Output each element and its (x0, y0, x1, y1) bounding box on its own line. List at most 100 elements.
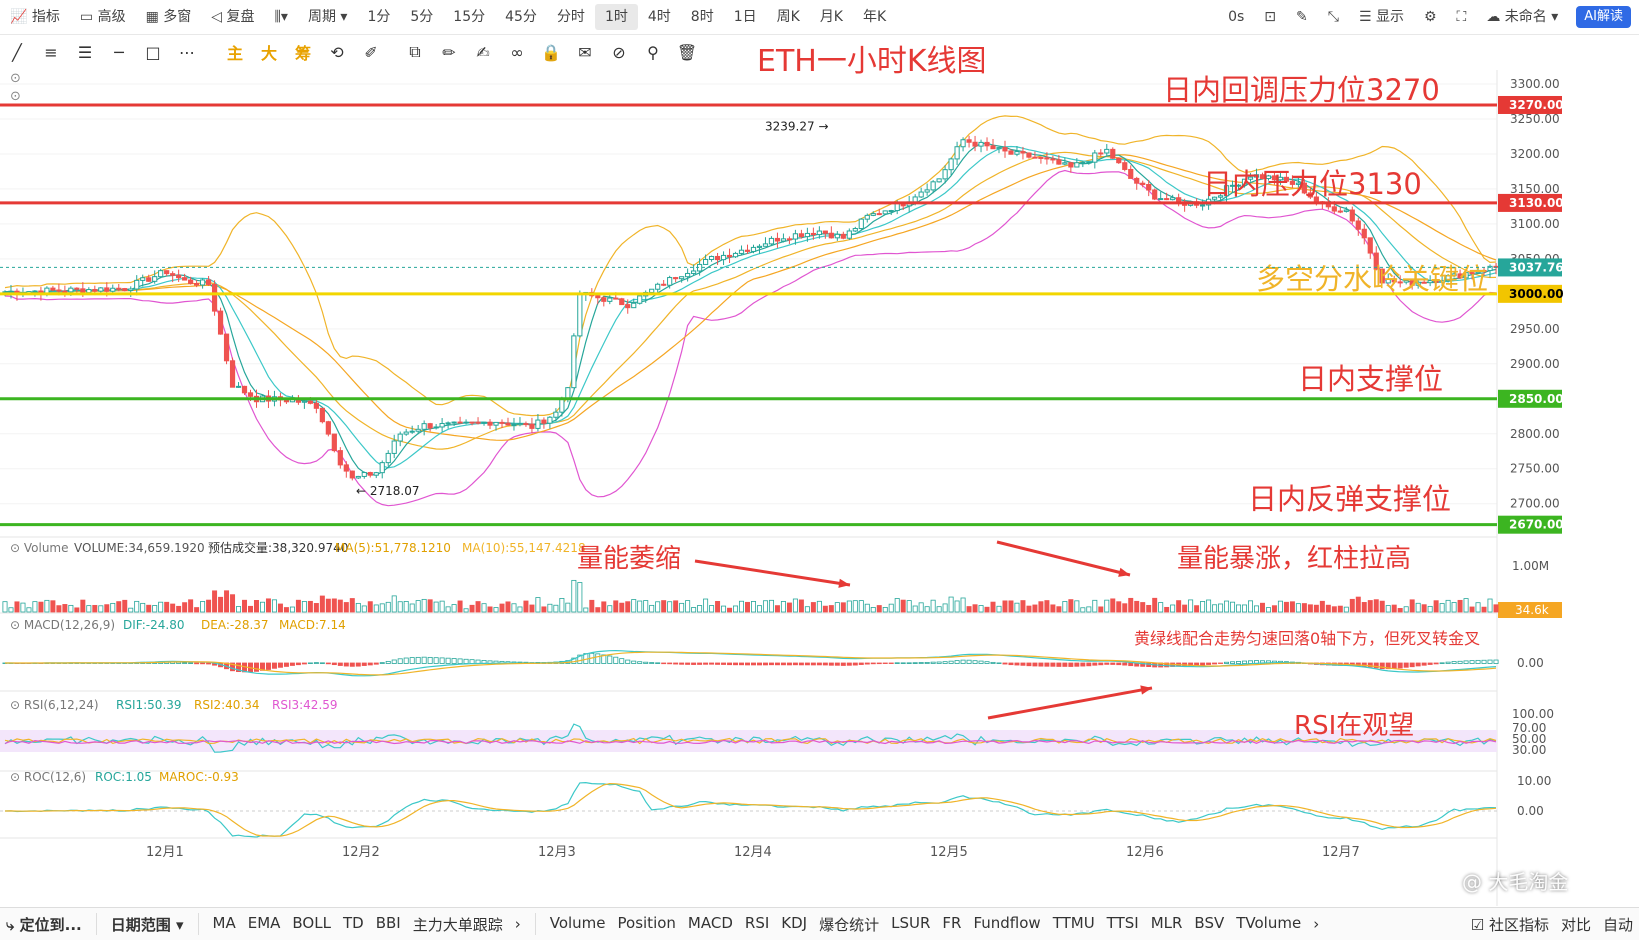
period-tab[interactable]: 15分 (453, 9, 486, 25)
chevron-right-icon[interactable]: › (514, 915, 521, 933)
indicator-tab[interactable]: 爆仓统计 (819, 915, 880, 934)
indicator-tab[interactable]: FR (942, 913, 962, 932)
period-tab[interactable]: 年K (863, 9, 887, 25)
indicator-tab[interactable]: EMA (247, 913, 281, 932)
brush-icon[interactable]: ✐ (364, 42, 378, 62)
indicators-button[interactable]: 📈 指标 (10, 9, 60, 25)
indicator-tab[interactable]: KDJ (781, 913, 808, 932)
macd-bar (301, 662, 307, 665)
macd-bar (367, 662, 373, 666)
period-tab[interactable]: 4时 (647, 9, 671, 25)
sync-icon[interactable]: ⟲ (330, 42, 344, 62)
ai-button[interactable]: AI解读 (1576, 6, 1631, 28)
expand-icon[interactable]: ⛶ (1456, 9, 1467, 25)
indicator-tab[interactable]: BBI (375, 913, 401, 932)
macd-bar (631, 660, 637, 664)
camera-icon[interactable]: ⊡ (1264, 9, 1276, 25)
pen-icon[interactable]: ✎ (1296, 9, 1308, 25)
indicator-tab[interactable]: Position (617, 913, 676, 932)
indicator-tab[interactable]: 主力大单跟踪 (412, 915, 503, 934)
volume-bar (2, 601, 8, 613)
period-tab[interactable]: 8时 (690, 9, 714, 25)
indicator-tab[interactable]: BSV (1194, 913, 1225, 932)
volume-bar (301, 601, 307, 613)
volume-bar (918, 602, 924, 613)
chip-tag[interactable]: 筹 (294, 44, 311, 63)
volume-bar (1224, 600, 1230, 613)
indicator-tab[interactable]: LSUR (891, 913, 931, 932)
macd-bar (792, 662, 798, 666)
volume-bar (601, 601, 607, 613)
trash-icon[interactable]: 🗑 (676, 42, 698, 62)
macd-bar (331, 662, 337, 666)
filter-icon[interactable]: ⚲ (647, 42, 659, 62)
compare-button[interactable]: 对比 (1560, 915, 1591, 934)
period-tabs: 1分 5分 15分 45分 分时 1时 4时 8时 1日 周K 月K 年K (357, 4, 896, 30)
period-tab[interactable]: 5分 (410, 9, 434, 25)
indicator-tab[interactable]: TD (342, 913, 364, 932)
indicator-tab[interactable]: MLR (1150, 913, 1183, 932)
big-tag[interactable]: 大 (260, 44, 277, 63)
chevron-right-icon[interactable]: › (1313, 915, 1320, 933)
indicator-tab[interactable]: TTSI (1106, 913, 1139, 932)
line-tool-icon[interactable]: ╱ (12, 42, 22, 62)
macd-bar (691, 662, 697, 665)
display-button[interactable]: ☰ 显示 (1358, 9, 1404, 25)
period-tab[interactable]: 45分 (505, 9, 537, 25)
period-tab[interactable]: 月K (819, 9, 843, 25)
y-tick-label: 3300.00 (1510, 77, 1560, 91)
indicator-tab[interactable]: Fundflow (973, 913, 1041, 932)
chart-style-button[interactable]: ⫼▾ (274, 9, 288, 25)
settings-icon[interactable]: ⚙ (1423, 9, 1437, 25)
indicator-tab[interactable]: MA (212, 913, 236, 932)
layout-name-dropdown[interactable]: ☁ 未命名 ▾ (1486, 9, 1559, 25)
volume-bar (457, 600, 463, 613)
macd-bar (379, 662, 385, 664)
candle-body (1295, 182, 1301, 185)
indicator-tab[interactable]: RSI (744, 913, 770, 932)
hline-tool-icon[interactable]: ─ (114, 42, 124, 62)
macd-bar (277, 662, 283, 668)
rect-tool-icon[interactable]: □ (145, 42, 161, 62)
period-tab[interactable]: 1日 (733, 9, 757, 25)
main-tag[interactable]: 主 (226, 44, 243, 63)
macd-bar (637, 661, 643, 664)
advanced-button[interactable]: ▭ 高级 (79, 9, 126, 25)
indicator-tab[interactable]: TTMU (1052, 913, 1095, 932)
period-tab[interactable]: 1分 (367, 9, 391, 25)
multi-window-button[interactable]: ▦ 多窗 (145, 9, 192, 25)
fib-tool-icon[interactable]: ☰ (77, 42, 93, 62)
indicator-tab[interactable]: BOLL (292, 913, 331, 932)
indicator-tab[interactable]: MACD (687, 913, 733, 932)
period-tab[interactable]: 1时 (594, 4, 638, 30)
parallel-tool-icon[interactable]: ≡ (44, 42, 58, 62)
candle-body (403, 431, 409, 435)
indicator-tab[interactable]: TVolume (1236, 913, 1302, 932)
copy-icon[interactable]: ⧉ (409, 42, 421, 61)
indicator-tab[interactable]: Volume (549, 913, 606, 932)
note-icon[interactable]: ✉ (578, 42, 592, 62)
period-tab[interactable]: 分时 (556, 9, 585, 25)
auto-button[interactable]: 自动 (1602, 915, 1633, 934)
candle-body (595, 295, 601, 299)
macd-bar (1415, 662, 1421, 667)
lock-icon[interactable]: 🔒 (541, 42, 561, 62)
locate-button[interactable]: ⤷ 定位到... (6, 915, 82, 934)
period-dropdown[interactable]: 周期 ▾ (307, 9, 348, 25)
replay-button[interactable]: ◁ 复盘 (211, 9, 255, 25)
magnet-icon[interactable]: ⊘ (612, 42, 626, 62)
date-range-dropdown[interactable]: 日期范围 ▾ (110, 915, 184, 934)
volume-bar (265, 598, 271, 613)
ruler-icon[interactable]: ✏ (442, 42, 456, 62)
chart-area[interactable]: 3300.003250.003200.003150.003100.003050.… (0, 70, 1639, 906)
candle-body (313, 402, 319, 409)
candle-body (205, 279, 212, 285)
period-tab[interactable]: 周K (776, 9, 800, 25)
link-icon[interactable]: ∞ (510, 42, 524, 62)
highlight-icon[interactable]: ✍ (476, 42, 490, 62)
fullscreen-small-icon[interactable]: ⤡ (1327, 9, 1339, 25)
macd-bar (685, 662, 691, 665)
community-indicator-button[interactable]: ☑ 社区指标 (1470, 915, 1549, 934)
candle-body (367, 472, 373, 476)
more-tools-icon[interactable]: ⋯ (179, 42, 195, 62)
